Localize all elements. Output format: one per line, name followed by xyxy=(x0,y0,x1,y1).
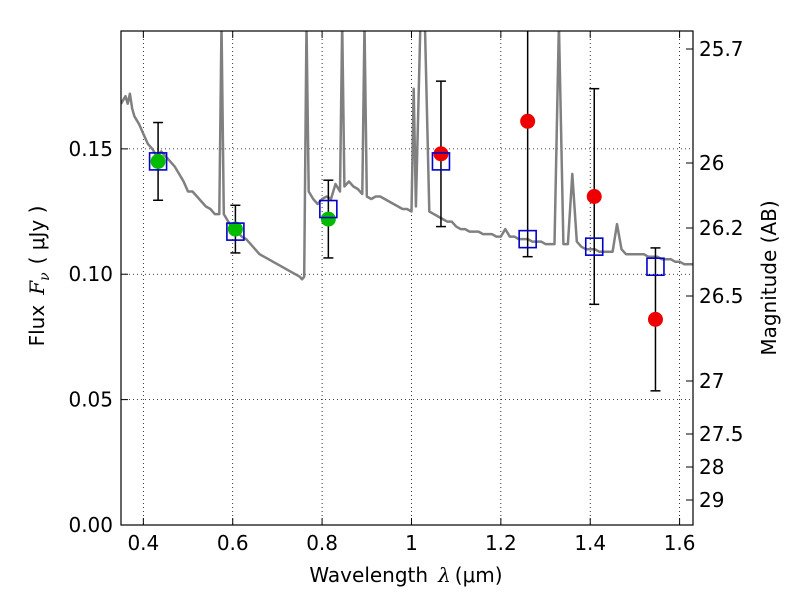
observed-point xyxy=(520,113,536,129)
y2-tick-label: 27.5 xyxy=(699,422,744,446)
model-point xyxy=(646,257,665,277)
x-tick-label: 1.4 xyxy=(574,531,606,555)
observed-point xyxy=(320,211,336,227)
y-tick-label: 0.00 xyxy=(68,513,113,537)
x-tick-label: 1 xyxy=(405,531,418,555)
model-point xyxy=(518,229,537,249)
observed-point xyxy=(150,153,166,169)
x-tick-label: 1.2 xyxy=(485,531,517,555)
x-tick-label: 0.8 xyxy=(306,531,338,555)
photometry-points xyxy=(148,31,665,392)
right-axis-label: Magnitude (AB) xyxy=(757,200,781,355)
x-tick-label: 0.6 xyxy=(217,531,249,555)
observed-point xyxy=(433,146,449,162)
model-spectrum xyxy=(121,31,693,281)
y2-tick-label: 26.5 xyxy=(699,284,744,308)
y2-tick-label: 29 xyxy=(699,488,724,512)
observed-point xyxy=(647,311,663,327)
observed-point xyxy=(227,221,243,237)
x-tick-label: 1.6 xyxy=(664,531,696,555)
y2-tick-label: 27 xyxy=(699,369,724,393)
axis-ticks: 0.4 0.6 0.8 1 1.2 1.4 1.6 0.00 0.05 0.10 0.15 25.7 2… xyxy=(68,31,744,555)
y2-tick-label: 28 xyxy=(699,455,724,479)
grid xyxy=(121,31,693,525)
y-axis-label: FluxFν( μJy ) xyxy=(25,206,53,347)
spectrum-line xyxy=(121,31,693,281)
y-tick-label: 0.05 xyxy=(68,388,113,412)
x-axis-label: Wavelength λ (μm) xyxy=(309,563,502,587)
y2-tick-label: 26.2 xyxy=(699,216,744,240)
y2-tick-label: 26 xyxy=(699,151,724,175)
model-point xyxy=(431,152,451,171)
plot-frame xyxy=(120,30,694,526)
x-tick-label: 0.4 xyxy=(127,531,159,555)
y-tick-label: 0.15 xyxy=(68,137,113,161)
model-point xyxy=(148,152,168,171)
y2-tick-label: 25.7 xyxy=(699,37,744,61)
model-point xyxy=(584,237,604,256)
observed-point xyxy=(586,189,602,205)
y-tick-label: 0.10 xyxy=(68,262,113,286)
model-point xyxy=(226,222,245,241)
model-point xyxy=(319,199,338,219)
